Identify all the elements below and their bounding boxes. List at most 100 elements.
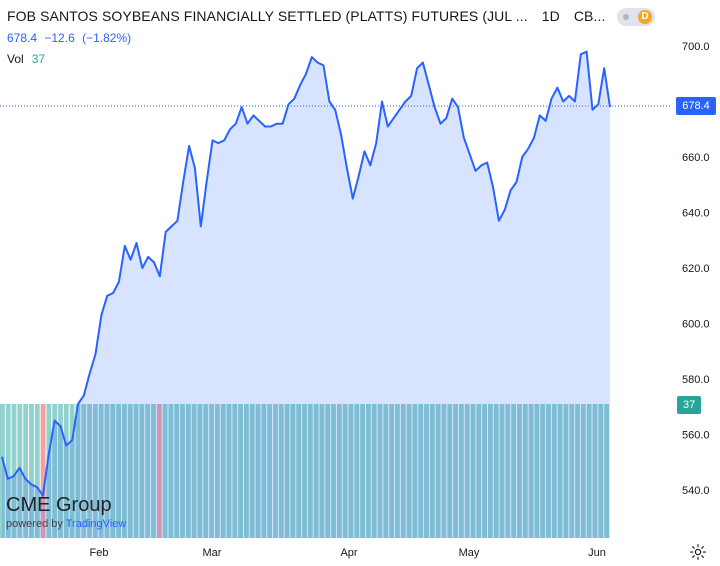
volume-bar xyxy=(505,404,511,538)
logo-brand: CME Group xyxy=(6,494,112,516)
volume-bar xyxy=(371,404,377,538)
symbol-title: FOB SANTOS SOYBEANS FINANCIALLY SETTLED … xyxy=(7,8,528,24)
volume-bar xyxy=(81,404,87,538)
volume-bar xyxy=(52,404,58,538)
y-tick-label: 540.0 xyxy=(682,485,710,497)
volume-bar xyxy=(389,404,395,538)
volume-bar xyxy=(214,404,220,538)
y-tick-label: 560.0 xyxy=(682,430,710,442)
volume-bars xyxy=(0,404,609,538)
volume-bar xyxy=(139,404,145,538)
volume-bar xyxy=(267,404,273,538)
volume-bar xyxy=(23,404,29,538)
volume-bar xyxy=(546,404,551,538)
volume-bar xyxy=(557,404,563,538)
volume-label: Vol xyxy=(7,52,24,66)
volume-bar xyxy=(11,404,17,538)
volume-bar xyxy=(395,404,400,538)
volume-bar xyxy=(366,404,371,538)
volume-bar xyxy=(499,404,505,538)
volume-tag: 37 xyxy=(677,396,702,414)
volume-bar xyxy=(400,404,406,538)
quote-line: 678.4 −12.6 (−1.82%) xyxy=(7,31,135,45)
last-price: 678.4 xyxy=(7,31,38,45)
volume-bar xyxy=(592,404,598,538)
volume-bar xyxy=(185,404,191,538)
volume-bar xyxy=(313,404,319,538)
volume-bar xyxy=(290,404,296,538)
volume-bar xyxy=(435,404,441,538)
volume-bar xyxy=(46,404,52,538)
volume-bar xyxy=(325,404,331,538)
volume-bar xyxy=(348,404,354,538)
interval-label[interactable]: 1D xyxy=(541,8,560,24)
volume-bar xyxy=(133,404,139,538)
volume-bar xyxy=(151,404,156,538)
volume-bar xyxy=(580,404,586,538)
volume-bar xyxy=(238,404,243,538)
volume-bar xyxy=(209,404,214,538)
last-price-tag: 678.4 xyxy=(676,96,716,115)
delayed-data-icon: D xyxy=(638,10,652,24)
volume-bar xyxy=(116,404,121,538)
volume-bar xyxy=(98,404,104,538)
volume-legend: Vol 37 xyxy=(7,52,45,66)
volume-bar xyxy=(453,404,458,538)
volume-bar xyxy=(156,404,162,538)
volume-bar xyxy=(180,404,185,538)
volume-bar xyxy=(458,404,464,538)
volume-bar xyxy=(122,404,127,538)
price-change-pct: (−1.82%) xyxy=(82,31,132,45)
volume-bar xyxy=(406,404,412,538)
volume-bar xyxy=(92,404,98,538)
x-tick-label: Mar xyxy=(203,547,222,559)
volume-bar xyxy=(418,404,424,538)
y-tick-label: 700.0 xyxy=(682,41,710,53)
volume-bar xyxy=(604,404,609,538)
volume-bar xyxy=(511,404,517,538)
volume-value: 37 xyxy=(31,52,46,66)
volume-bar xyxy=(220,404,226,538)
volume-bar xyxy=(162,404,168,538)
x-tick-label: Feb xyxy=(90,547,109,559)
volume-bar xyxy=(424,404,429,538)
x-axis: Feb Mar Apr May Jun xyxy=(90,547,606,559)
volume-bar xyxy=(261,404,267,538)
volume-bar xyxy=(197,404,203,538)
volume-bar xyxy=(563,404,569,538)
volume-bar xyxy=(273,404,278,538)
volume-bar xyxy=(342,404,348,538)
volume-bar xyxy=(598,404,604,538)
volume-bar xyxy=(168,404,174,538)
volume-bar xyxy=(383,404,389,538)
volume-bar xyxy=(110,404,116,538)
x-tick-label: Jun xyxy=(588,547,606,559)
volume-bar xyxy=(302,404,307,538)
exchange-label: CB... xyxy=(573,8,606,24)
volume-bar xyxy=(34,404,40,538)
volume-bar xyxy=(360,404,365,538)
volume-bar xyxy=(278,404,284,538)
volume-bar xyxy=(226,404,232,538)
volume-bar xyxy=(58,404,63,538)
volume-bar xyxy=(307,404,313,538)
volume-bar xyxy=(534,404,540,538)
volume-bar xyxy=(284,404,290,538)
volume-bar xyxy=(29,404,34,538)
volume-bar xyxy=(319,404,325,538)
tradingview-link[interactable]: TradingView xyxy=(65,518,127,530)
volume-bar xyxy=(447,404,453,538)
volume-bar xyxy=(575,404,580,538)
settings-gear-icon[interactable] xyxy=(689,543,707,561)
volume-bar xyxy=(87,404,92,538)
y-axis: 540.0560.0580.0600.0620.0640.0660.0680.0… xyxy=(682,41,710,497)
volume-bar xyxy=(174,404,180,538)
volume-bar xyxy=(586,404,592,538)
volume-bar xyxy=(40,404,46,538)
volume-bar xyxy=(569,404,575,538)
x-tick-label: May xyxy=(459,547,480,559)
volume-bar xyxy=(69,404,75,538)
volume-bar xyxy=(412,404,418,538)
data-mode-toggle[interactable]: D xyxy=(617,8,655,26)
